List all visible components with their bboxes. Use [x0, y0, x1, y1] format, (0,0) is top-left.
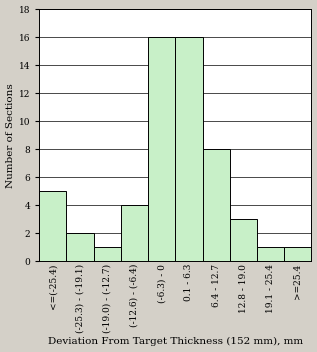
- Bar: [203, 149, 230, 261]
- Bar: [94, 247, 121, 261]
- Bar: [39, 191, 67, 261]
- Bar: [284, 247, 311, 261]
- Bar: [67, 233, 94, 261]
- Bar: [121, 205, 148, 261]
- Y-axis label: Number of Sections: Number of Sections: [6, 83, 15, 188]
- Bar: [230, 219, 257, 261]
- Bar: [148, 37, 175, 261]
- Bar: [257, 247, 284, 261]
- X-axis label: Deviation From Target Thickness (152 mm), mm: Deviation From Target Thickness (152 mm)…: [48, 337, 303, 346]
- Bar: [175, 37, 203, 261]
